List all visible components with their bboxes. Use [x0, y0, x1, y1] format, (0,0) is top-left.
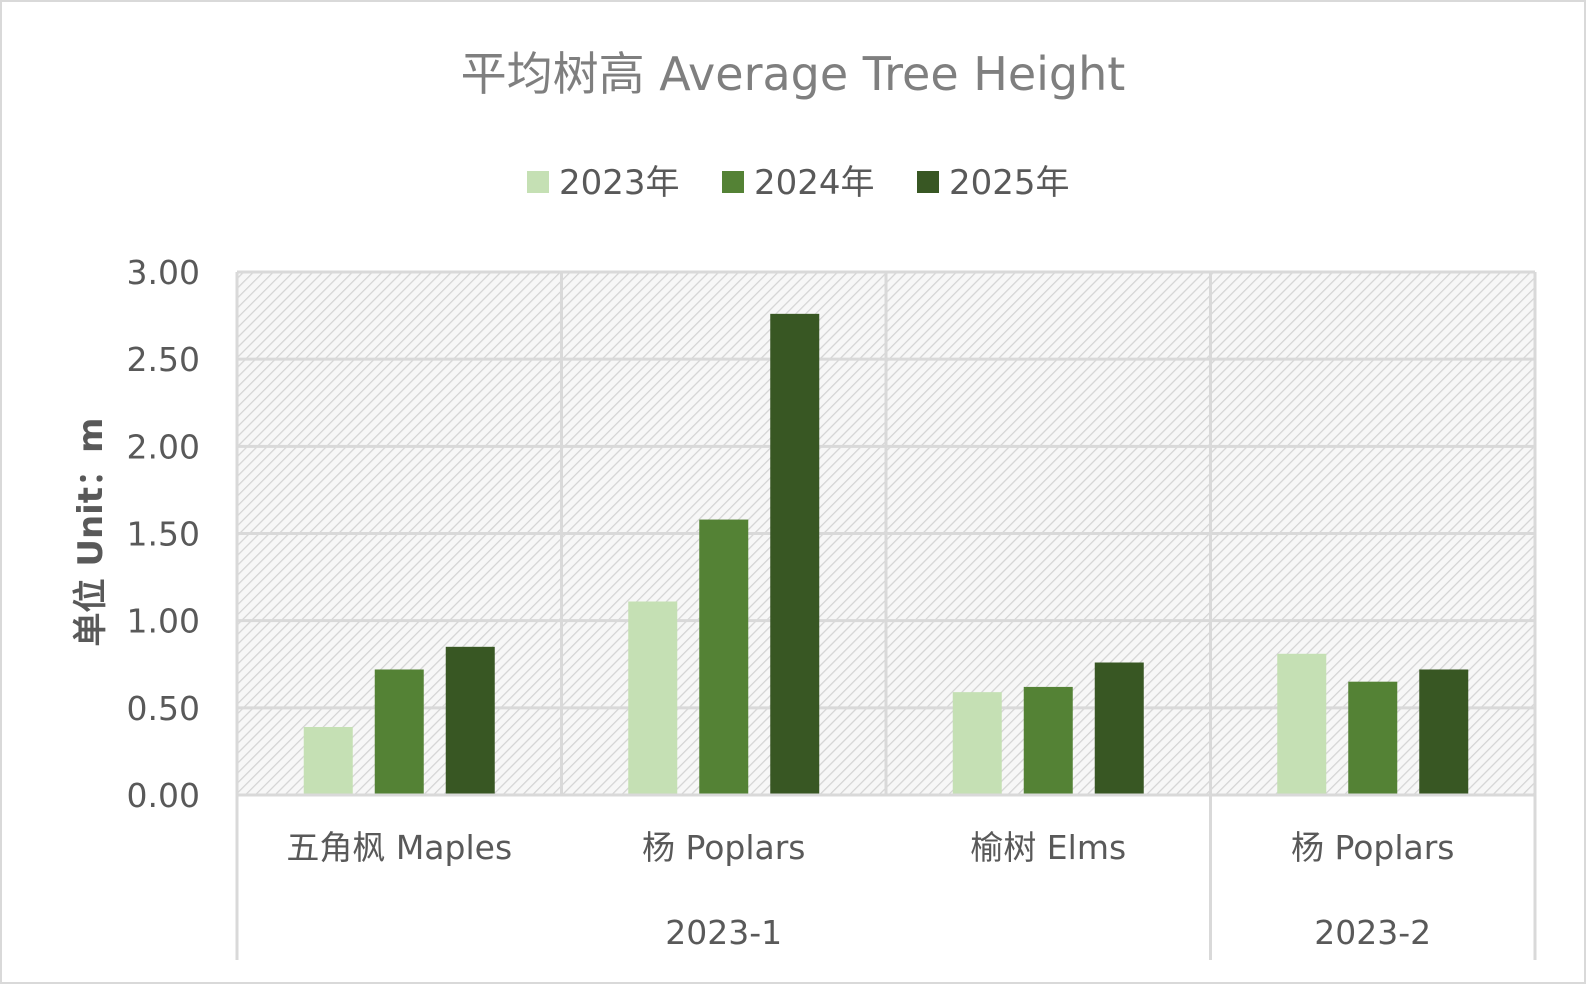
legend: 2023年 2024年 2025年: [527, 163, 1070, 203]
y-tick-label: 2.00: [127, 427, 200, 466]
y-tick-label: 0.00: [127, 776, 200, 815]
x-group-label: 2023-1: [665, 913, 782, 952]
bar-3-series-1: [952, 692, 1002, 795]
bar-2-series-2: [699, 519, 749, 795]
legend-label-3: 2025年: [949, 163, 1070, 203]
bar-2-series-3: [770, 313, 820, 795]
y-tick-label: 1.00: [127, 602, 200, 641]
legend-swatch-1: [527, 171, 549, 193]
y-axis-label: 单位 Unit：m: [71, 418, 111, 647]
x-group-label: 2023-2: [1314, 913, 1431, 952]
bar-3-series-2: [1023, 686, 1073, 795]
bar-1-series-2: [374, 669, 424, 795]
bar-3-series-3: [1094, 662, 1144, 795]
bar-4-series-1: [1277, 653, 1327, 795]
bars: [303, 313, 1469, 795]
y-tick-label: 2.50: [127, 340, 200, 379]
y-tick-label: 3.00: [127, 253, 200, 292]
legend-label-1: 2023年: [559, 163, 680, 203]
bar-4-series-2: [1348, 681, 1398, 795]
x-category-label: 榆树 Elms: [970, 828, 1126, 867]
x-category-label: 杨 Poplars: [1291, 828, 1455, 867]
x-category-label: 五角枫 Maples: [286, 828, 512, 867]
legend-label-2: 2024年: [754, 163, 875, 203]
legend-swatch-3: [917, 171, 939, 193]
bar-4-series-3: [1419, 669, 1469, 795]
chart-title: 平均树高 Average Tree Height: [461, 47, 1126, 101]
bar-1-series-1: [303, 727, 353, 795]
bar-1-series-3: [445, 646, 495, 795]
gridlines: [235, 270, 1537, 797]
legend-swatch-2: [722, 171, 744, 193]
y-tick-label: 0.50: [127, 689, 200, 728]
y-tick-label: 1.50: [127, 515, 200, 554]
bar-2-series-1: [628, 601, 678, 795]
x-category-label: 杨 Poplars: [642, 828, 806, 867]
x-axis: 五角枫 Maples 杨 Poplars 榆树 Elms 杨 Poplars 2023-…: [235, 793, 1537, 960]
y-axis: 0.00 0.50 1.00 1.50 2.00 2.50 3.00: [127, 253, 200, 815]
